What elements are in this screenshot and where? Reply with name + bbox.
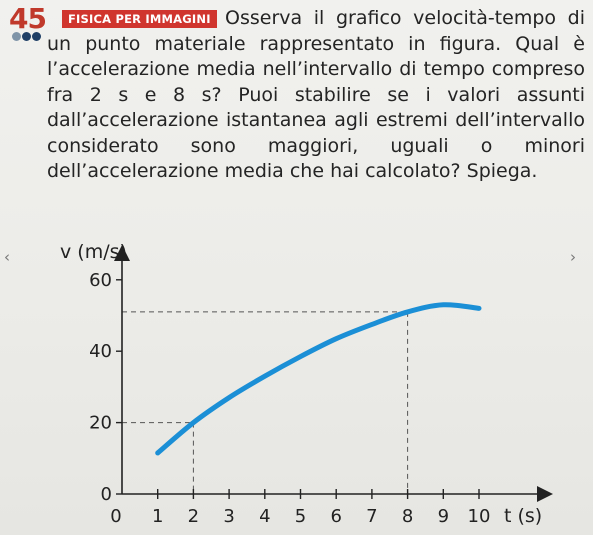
y-tick-label: 60 xyxy=(89,270,112,291)
difficulty-dot xyxy=(32,32,41,41)
section-badge: FISICA PER IMMAGINI xyxy=(62,10,217,28)
exercise-number: 45 xyxy=(9,2,47,35)
question-text: Osserva il grafico velocità-tempo di un … xyxy=(47,7,585,182)
x-tick-label: 9 xyxy=(438,506,449,527)
difficulty-dot xyxy=(12,32,21,41)
x-tick-label: 2 xyxy=(188,506,199,527)
x-tick-label: 10 xyxy=(468,506,491,527)
x-tick-label: 8 xyxy=(402,506,413,527)
y-tick-label: 40 xyxy=(89,341,112,362)
prev-page-arrow[interactable]: ‹ xyxy=(4,248,10,266)
x-tick-label: 3 xyxy=(223,506,234,527)
x-tick-label: 1 xyxy=(152,506,163,527)
difficulty-dot xyxy=(22,32,31,41)
y-axis-label: v (m/s) xyxy=(60,241,127,263)
x-tick-label: 7 xyxy=(366,506,377,527)
y-tick-label: 0 xyxy=(101,484,112,505)
exercise-block: 45 FISICA PER IMMAGINI Osserva il grafic… xyxy=(0,0,593,235)
y-ticks: 0 20 40 60 xyxy=(89,270,122,505)
x-tick-label: 4 xyxy=(259,506,270,527)
velocity-curve xyxy=(155,302,482,456)
x-axis-label: t (s) xyxy=(504,505,542,527)
x-tick-label: 5 xyxy=(295,506,306,527)
x-tick-label: 6 xyxy=(330,506,341,527)
x-tick-label: 0 xyxy=(110,506,121,527)
x-ticks: 0 1 2 3 4 5 6 7 8 9 10 xyxy=(110,489,490,527)
reference-dashed-lines xyxy=(122,311,409,494)
y-tick-label: 20 xyxy=(89,413,112,434)
difficulty-indicator xyxy=(12,32,42,42)
next-page-arrow[interactable]: › xyxy=(570,248,576,266)
